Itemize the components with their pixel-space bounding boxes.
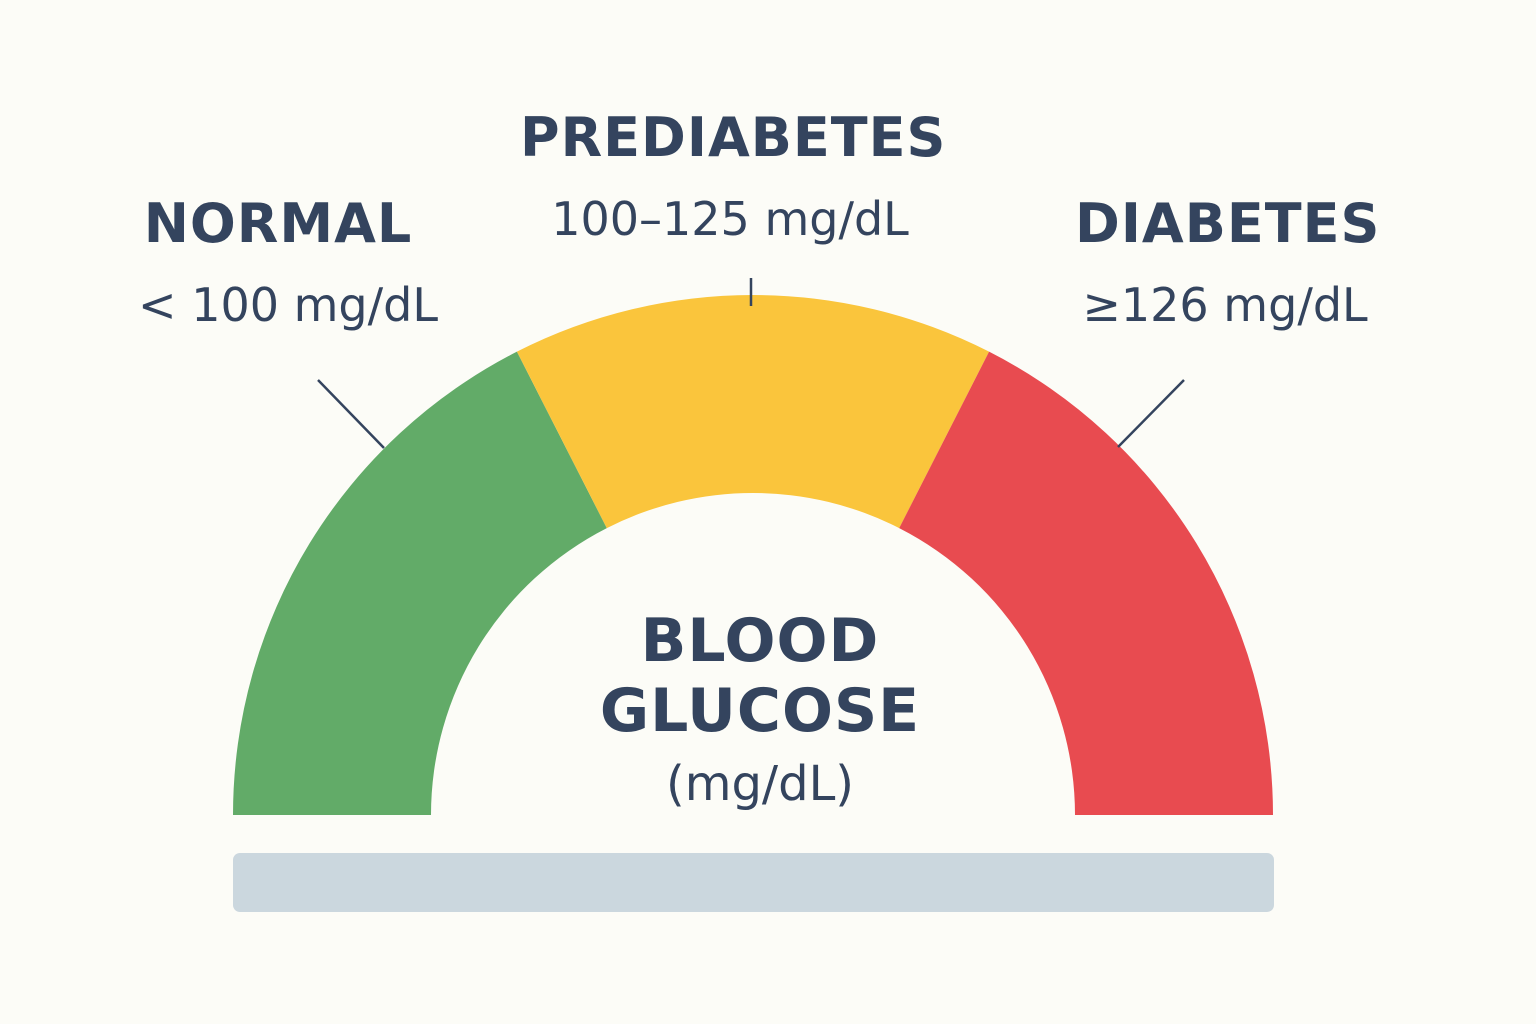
prediabetes-range: 100–125 mg/dL [551, 192, 909, 246]
normal-range: < 100 mg/dL [138, 278, 438, 332]
center-unit: (mg/dL) [665, 756, 855, 812]
diabetes-label: DIABETES [1075, 192, 1381, 255]
diabetes-pointer-line [1117, 379, 1185, 448]
base-bar [233, 853, 1274, 912]
diabetes-segment [899, 351, 1273, 815]
normal-label: NORMAL [143, 192, 413, 255]
diabetes-range: ≥126 mg/dL [1082, 278, 1368, 332]
center-title-line1: BLOOD [640, 606, 880, 676]
normal-segment [233, 351, 607, 815]
normal-pointer-line [317, 379, 385, 449]
prediabetes-label: PREDIABETES [520, 106, 947, 169]
prediabetes-segment [516, 295, 990, 529]
center-title-line2: GLUCOSE [599, 676, 921, 746]
